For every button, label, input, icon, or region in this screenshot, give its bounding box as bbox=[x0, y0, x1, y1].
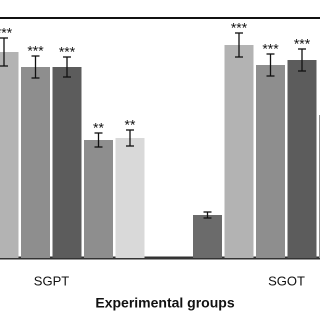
bar bbox=[21, 67, 50, 258]
x-tick-label: SGPT bbox=[34, 273, 69, 288]
bar bbox=[115, 138, 145, 258]
bar bbox=[52, 67, 82, 258]
bar bbox=[193, 215, 222, 258]
x-axis-title: Experimental groups bbox=[95, 295, 234, 311]
bar bbox=[256, 65, 285, 258]
significance-label: *** bbox=[27, 43, 44, 59]
significance-label: ** bbox=[93, 120, 104, 136]
bar bbox=[287, 60, 317, 258]
bar bbox=[0, 52, 19, 258]
significance-label: ** bbox=[125, 117, 136, 133]
x-tick-label: SGOT bbox=[268, 273, 305, 288]
bar bbox=[224, 45, 254, 258]
significance-label: *** bbox=[262, 41, 279, 57]
significance-label: *** bbox=[59, 44, 76, 60]
significance-label: *** bbox=[294, 36, 311, 52]
significance-label: *** bbox=[0, 25, 13, 41]
bar bbox=[84, 140, 113, 258]
significance-label: *** bbox=[231, 20, 248, 36]
